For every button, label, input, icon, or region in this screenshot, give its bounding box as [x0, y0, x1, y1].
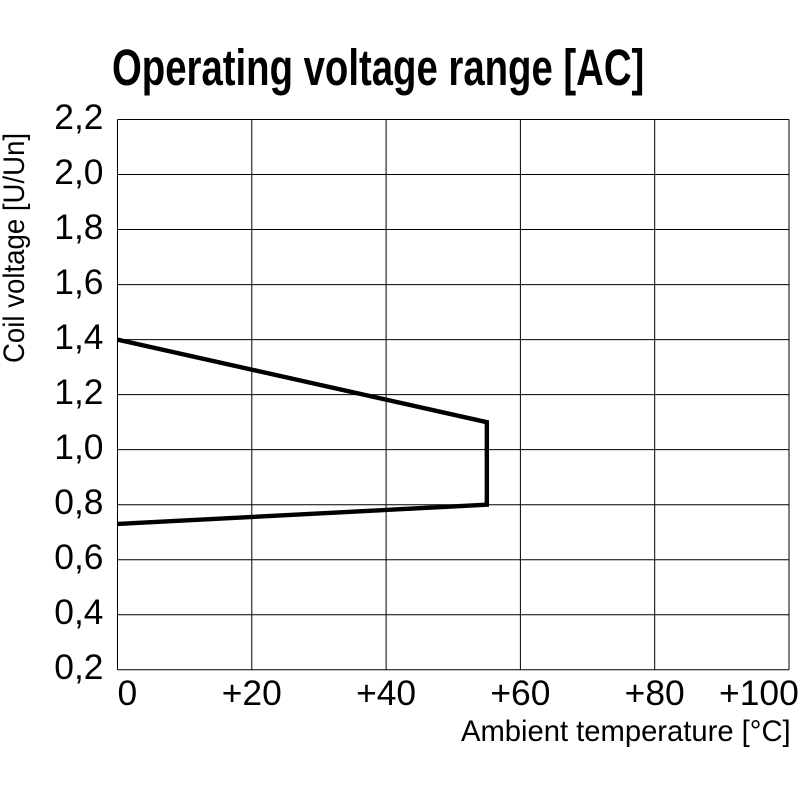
svg-text:+80: +80	[625, 673, 685, 713]
svg-text:1,4: 1,4	[54, 317, 103, 357]
svg-text:1,6: 1,6	[54, 262, 103, 302]
svg-text:2,2: 2,2	[54, 97, 103, 137]
svg-text:+20: +20	[222, 673, 282, 713]
svg-text:0: 0	[118, 673, 138, 713]
svg-text:+100: +100	[719, 673, 799, 713]
svg-text:+60: +60	[490, 673, 550, 713]
svg-text:0,6: 0,6	[54, 537, 103, 577]
svg-text:2,0: 2,0	[54, 152, 103, 192]
svg-text:1,8: 1,8	[54, 207, 103, 247]
svg-text:1,0: 1,0	[54, 427, 103, 467]
svg-text:0,8: 0,8	[54, 482, 103, 522]
svg-text:1,2: 1,2	[54, 372, 103, 412]
svg-text:+40: +40	[356, 673, 416, 713]
svg-text:0,2: 0,2	[54, 647, 103, 687]
svg-text:0,4: 0,4	[54, 592, 103, 632]
